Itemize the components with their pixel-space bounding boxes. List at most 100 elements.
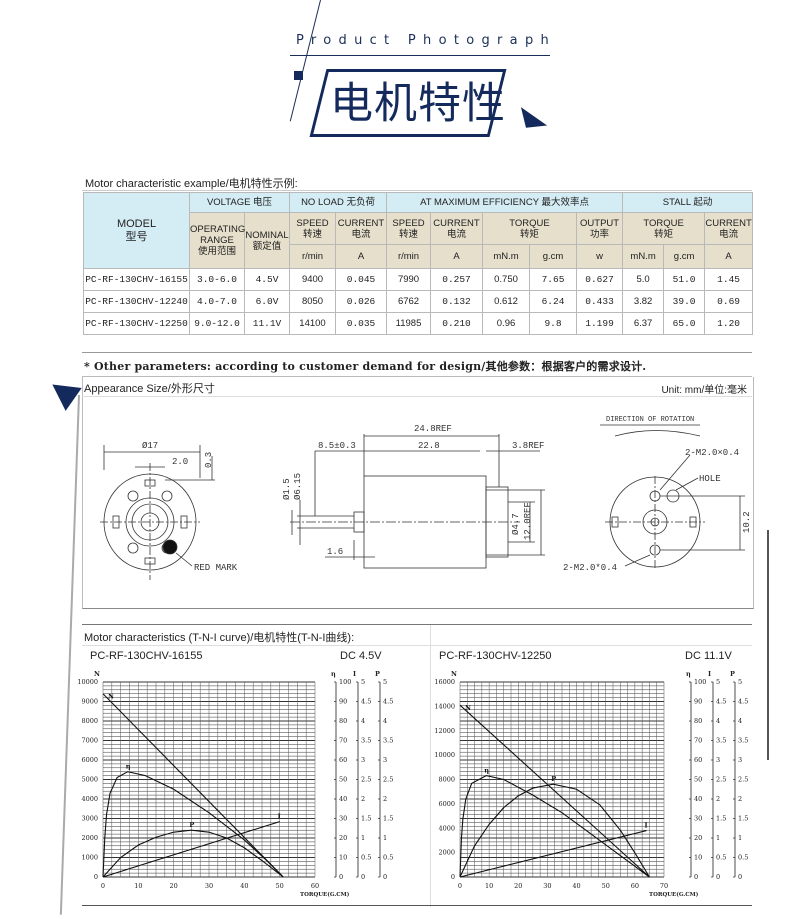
dim-10-2: 10.2: [742, 511, 752, 533]
dim-dia4-7: Ø4.7: [511, 513, 521, 535]
x-tick-label: 30: [205, 882, 213, 890]
right-tick-label: 30: [694, 815, 702, 823]
label: RANGE: [200, 235, 234, 246]
other-parameters-note: * Other parameters: according to custome…: [84, 360, 647, 373]
y-tick-label: 7000: [81, 737, 98, 745]
axis-label-n: N: [94, 670, 100, 678]
label: 转速: [399, 228, 419, 240]
chart2-voltage: DC 11.1V: [685, 650, 732, 662]
right-tick-label: 2.5: [738, 776, 748, 784]
label: 电流: [719, 228, 739, 240]
right-tick-label: 0: [716, 873, 720, 881]
x-tick-label: 30: [543, 882, 551, 890]
right-tick-label: 0: [361, 873, 365, 881]
x-tick-label: 0: [101, 882, 105, 890]
red-mark-dot: [162, 539, 178, 555]
red-mark-label: RED MARK: [194, 563, 238, 573]
decor-vertical-line: [767, 530, 769, 760]
header-speed: SPEED 转速: [386, 212, 432, 245]
right-tick-label: 3: [738, 756, 742, 764]
series-η: [459, 775, 650, 878]
right-tick-label: 90: [339, 698, 347, 706]
dim-dia17: Ø17: [142, 441, 158, 451]
label: CURRENT: [337, 217, 385, 229]
series-P: [102, 829, 284, 878]
label: OUTPUT: [580, 217, 620, 229]
divider: [82, 905, 752, 906]
y-tick-label: 3000: [81, 815, 98, 823]
right-tick-label: 3.5: [716, 737, 726, 745]
right-tick-label: 80: [339, 717, 347, 725]
right-tick-label: 1: [383, 834, 387, 842]
divider: [82, 352, 752, 353]
label: 电流: [447, 228, 467, 240]
series-η: [102, 771, 284, 878]
right-tick-label: 70: [339, 737, 347, 745]
x-tick-label: 70: [660, 882, 668, 890]
axis-label: I: [353, 670, 356, 678]
label: SPEED: [392, 217, 425, 229]
series-N: [102, 693, 284, 878]
right-tick-label: 1: [738, 834, 742, 842]
label: 转矩: [654, 228, 674, 240]
appearance-title: Appearance Size/外形尺寸: [84, 383, 215, 395]
series-label-N: N: [465, 704, 471, 712]
right-tick-label: 50: [694, 776, 702, 784]
x-tick-label: 20: [514, 882, 522, 890]
group-stall: STALL 起动: [622, 192, 754, 213]
y-tick-label: 6000: [438, 800, 455, 808]
label: 转矩: [520, 228, 540, 240]
x-tick-label: 50: [276, 882, 284, 890]
header-square-icon: [294, 71, 303, 80]
header-current: CURRENT 电流: [335, 212, 388, 245]
series-label-N: N: [108, 693, 114, 701]
right-tick-label: 2.5: [716, 776, 726, 784]
right-tick-label: 20: [339, 834, 347, 842]
label: TORQUE: [643, 217, 684, 229]
end-view-right: [600, 424, 745, 568]
right-tick-label: 70: [694, 737, 702, 745]
unit-cell: r/min: [289, 244, 337, 269]
right-tick-label: 1: [716, 834, 720, 842]
right-tick-label: 0: [694, 873, 698, 881]
right-tick-label: 5: [716, 678, 720, 686]
y-tick-label: 4000: [81, 795, 98, 803]
x-tick-label: 10: [134, 882, 142, 890]
model-header-en: MODEL: [116, 217, 157, 230]
right-tick-label: 1: [361, 834, 365, 842]
value-cell: 11.1V: [243, 312, 291, 335]
header-speed: SPEED 转速: [289, 212, 337, 245]
right-tick-label: 0.5: [716, 854, 726, 862]
right-tick-label: 5: [738, 678, 742, 686]
right-tick-label: 3: [383, 756, 387, 764]
right-tick-label: 5: [383, 678, 387, 686]
y-tick-label: 9000: [81, 698, 98, 706]
appearance-panel: [82, 377, 754, 609]
series-I: [459, 830, 647, 878]
value-cell: 11985: [386, 312, 432, 335]
label: TORQUE: [509, 217, 550, 229]
right-tick-label: 2: [383, 795, 387, 803]
right-tick-label: 1.5: [361, 815, 371, 823]
dim-3-8: 3.8REF: [512, 441, 544, 451]
right-tick-label: 10: [694, 854, 702, 862]
unit-cell: r/min: [386, 244, 432, 269]
chart1-voltage: DC 4.5V: [340, 650, 382, 662]
right-tick-label: 100: [694, 678, 706, 686]
unit-cell: g.cm: [663, 244, 706, 269]
series-label-P: P: [551, 775, 556, 783]
right-tick-label: 0: [383, 873, 387, 881]
series-P: [459, 783, 650, 878]
series-label-I: I: [645, 822, 648, 830]
chart2-model: PC-RF-130CHV-12250: [439, 650, 552, 662]
series-label-η: η: [126, 763, 131, 771]
side-view: [290, 434, 545, 569]
header-output: OUTPUT 功率: [576, 212, 624, 245]
right-tick-label: 0: [738, 873, 742, 881]
right-tick-label: 0.5: [383, 854, 393, 862]
x-tick-label: 50: [602, 882, 610, 890]
label: 电流: [351, 228, 371, 240]
dim-24-8: 24.8REF: [414, 424, 452, 434]
hole-label: HOLE: [699, 474, 721, 484]
right-tick-label: 3: [361, 756, 365, 764]
